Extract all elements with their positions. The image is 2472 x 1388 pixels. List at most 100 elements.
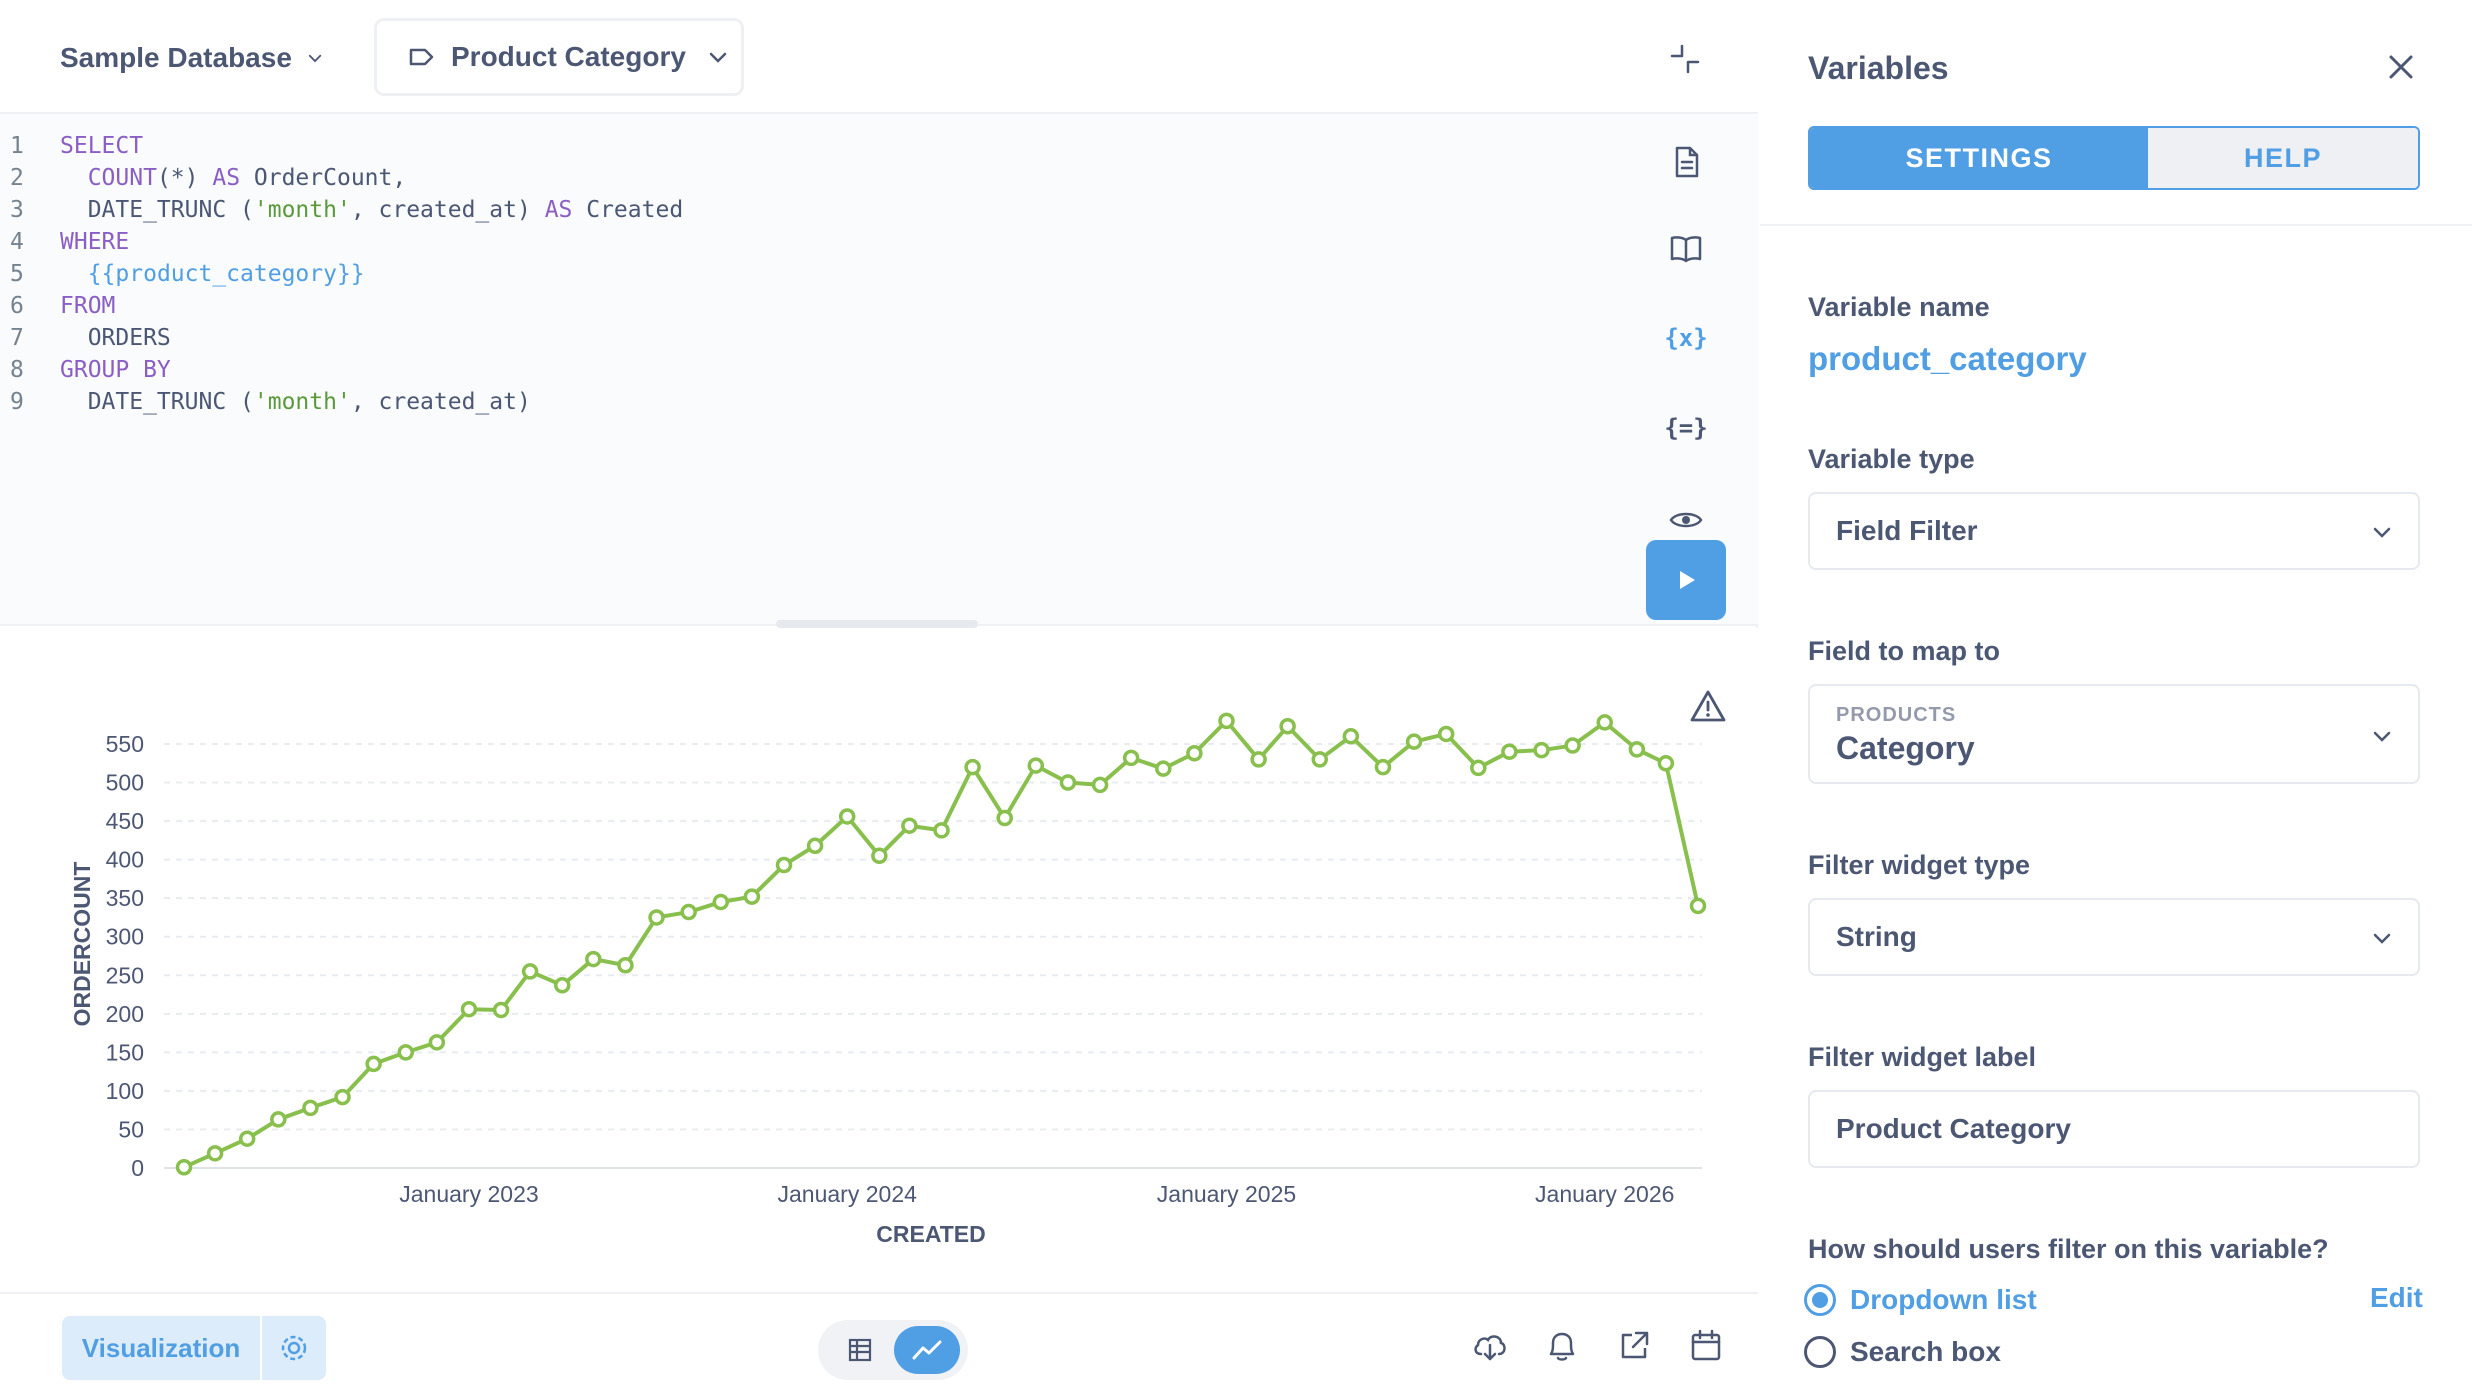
y-tick-label: 300 (106, 924, 144, 950)
code-token: COUNT (87, 165, 157, 191)
variable-type-select[interactable]: Field Filter (1808, 492, 2420, 570)
data-point (1250, 751, 1267, 768)
data-point (1501, 743, 1518, 760)
bell-icon[interactable] (1542, 1326, 1582, 1366)
close-icon[interactable] (2386, 52, 2416, 82)
data-point (1374, 758, 1392, 776)
field-table-name: PRODUCTS (1836, 704, 1957, 726)
variable-name-value: product_category (1808, 340, 2087, 377)
line-number: 1 (10, 133, 24, 159)
data-point (964, 758, 981, 776)
y-tick-label: 150 (106, 1039, 144, 1065)
book-icon[interactable] (1668, 230, 1704, 266)
code-line[interactable]: 1 SELECT (0, 130, 143, 162)
widget-type-value: String (1836, 921, 1917, 952)
filter-question: How should users filter on this variable… (1808, 1234, 2329, 1264)
data-point (1596, 714, 1613, 731)
tab-help[interactable]: HELP (2148, 128, 2418, 188)
code-token (60, 261, 88, 287)
code-line[interactable]: 9 DATE_TRUNC ('month', created_at) (0, 386, 531, 418)
sidebar-tabs: SETTINGS HELP (1808, 126, 2420, 190)
editor-resize-handle[interactable] (776, 620, 978, 628)
label-icon (409, 48, 434, 66)
chevron-down-icon (2373, 933, 2391, 944)
code-token: DATE_TRUNC ( (60, 389, 254, 415)
code-line[interactable]: 3 DATE_TRUNC ('month', created_at) AS Cr… (0, 194, 683, 226)
data-point (492, 1001, 510, 1019)
code-line[interactable]: 6 FROM (0, 290, 115, 322)
download-icon[interactable] (1470, 1326, 1510, 1366)
run-query-button[interactable] (1646, 540, 1726, 620)
table-view-toggle[interactable] (828, 1326, 892, 1374)
radio-dropdown-list[interactable]: Dropdown list (1804, 1280, 2037, 1320)
data-point (1564, 737, 1581, 754)
collapse-editor-icon[interactable] (1668, 42, 1702, 76)
code-token: (*) (156, 165, 213, 191)
data-point (775, 856, 793, 874)
y-tick-label: 0 (131, 1155, 144, 1181)
code-token: DATE_TRUNC ( (60, 197, 254, 223)
sql-editor[interactable]: 1 SELECT 2 COUNT(*) AS OrderCount, 3 DATE_T… (0, 114, 1758, 626)
variables-sidebar: Variables SETTINGS HELP Variable name pr… (1760, 0, 2472, 1388)
widget-type-select[interactable]: String (1808, 898, 2420, 976)
chevron-down-icon (308, 54, 322, 63)
share-icon[interactable] (1614, 1326, 1654, 1366)
visualization-button[interactable]: Visualization (62, 1316, 260, 1380)
warning-icon[interactable] (1690, 688, 1726, 724)
data-point (585, 950, 602, 968)
data-point (270, 1111, 287, 1128)
x-tick-label: January 2025 (1157, 1181, 1296, 1207)
x-tick-label: January 2026 (1535, 1181, 1674, 1207)
line-number: 2 (10, 165, 24, 191)
data-point (238, 1130, 256, 1147)
code-line[interactable]: 8 GROUP BY (0, 354, 171, 386)
database-name: Sample Database (60, 42, 292, 73)
calendar-icon[interactable] (1686, 1326, 1726, 1366)
radio-selected-icon (1804, 1284, 1836, 1316)
y-tick-label: 450 (106, 808, 144, 834)
data-point (1186, 745, 1203, 762)
snippets-icon[interactable]: {=} (1664, 414, 1708, 442)
data-point (428, 1034, 446, 1051)
code-token: AS (544, 197, 573, 223)
variables-icon[interactable]: {x} (1664, 324, 1708, 352)
code-line[interactable]: 2 COUNT(*) AS OrderCount, (0, 162, 406, 194)
data-point (334, 1088, 351, 1106)
chevron-down-icon (709, 52, 727, 63)
table-picker[interactable]: Product Category (374, 18, 744, 96)
data-point (365, 1055, 382, 1073)
code-line[interactable]: 5 {{product_category}} (0, 258, 365, 290)
field-map-select[interactable]: PRODUCTS Category (1808, 684, 2420, 784)
data-point (901, 817, 918, 834)
data-reference-icon[interactable] (1668, 144, 1704, 180)
tab-settings[interactable]: SETTINGS (1810, 128, 2148, 188)
database-picker[interactable]: Sample Database (60, 36, 324, 80)
code-line[interactable]: 7 ORDERS (0, 322, 171, 354)
query-editor-panel: Sample Database Product Category 1 SELECT… (0, 0, 1758, 1388)
y-tick-label: 500 (106, 770, 144, 796)
chart-area: 0 50 100 150 200 250 300 350 400 450 500 550 January… (0, 628, 1758, 1292)
variable-name-label: Variable name (1808, 292, 1990, 322)
field-name: Category (1836, 730, 1975, 766)
code-token: OrderCount, (240, 165, 407, 191)
line-number: 9 (10, 389, 24, 415)
data-point (1657, 755, 1675, 772)
data-point (460, 1000, 478, 1018)
widget-label-input[interactable]: Product Category (1808, 1090, 2420, 1168)
line-number: 6 (10, 293, 24, 319)
widget-label-label: Filter widget label (1808, 1042, 2037, 1072)
visualization-settings-button[interactable] (262, 1316, 326, 1380)
code-token: AS (212, 165, 241, 191)
code-token (60, 165, 88, 191)
chart-view-toggle[interactable] (894, 1326, 960, 1374)
line-number: 3 (10, 197, 24, 223)
code-line[interactable]: 4 WHERE (0, 226, 129, 258)
radio-search-box[interactable]: Search box (1804, 1332, 2001, 1372)
table-name: Product Category (451, 41, 686, 72)
preview-eye-icon[interactable] (1668, 502, 1704, 538)
data-point (806, 837, 824, 855)
line-number: 8 (10, 357, 24, 383)
edit-link[interactable]: Edit (2370, 1282, 2423, 1313)
data-point (933, 822, 950, 839)
